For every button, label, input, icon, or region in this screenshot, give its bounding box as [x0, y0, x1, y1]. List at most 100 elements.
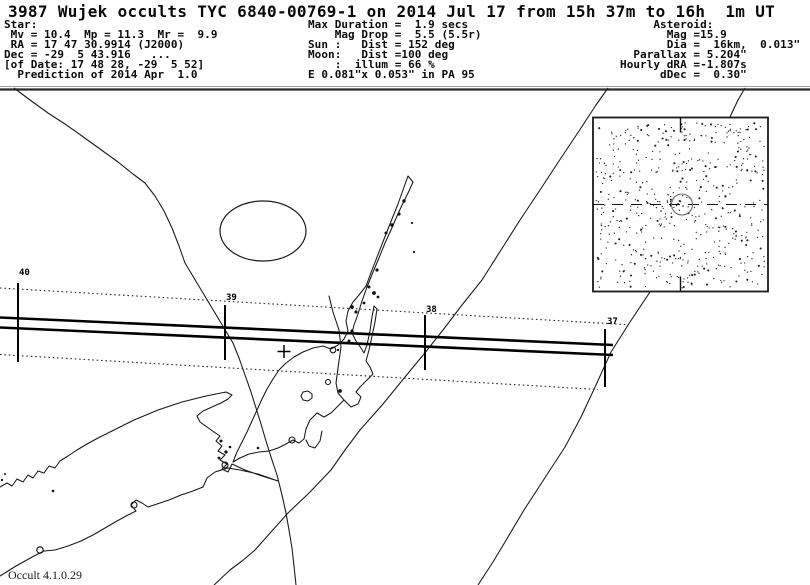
coast-se-hook	[305, 430, 323, 449]
star-dot	[714, 141, 716, 144]
star-dot	[703, 267, 706, 270]
star-dot	[675, 257, 677, 260]
star-dot	[595, 171, 597, 173]
star-dot	[693, 273, 696, 276]
star-dot	[675, 204, 678, 207]
star-dot	[719, 253, 721, 255]
star-dot	[732, 228, 734, 230]
star-dot	[638, 214, 640, 217]
star-dot	[657, 200, 659, 203]
star-dot	[661, 205, 663, 208]
star-dot	[705, 135, 707, 137]
star-dot	[670, 212, 672, 214]
star-dot	[682, 280, 684, 283]
star-dot	[714, 166, 717, 169]
star-dot	[655, 198, 657, 200]
star-dot	[748, 136, 751, 139]
star-dot	[617, 281, 619, 283]
town-circle	[221, 461, 229, 469]
map-dot	[367, 285, 371, 289]
town-circle	[329, 346, 337, 354]
star-dot	[670, 136, 672, 138]
star-dot	[717, 264, 720, 266]
target-star-dot	[679, 200, 682, 203]
star-dot	[729, 164, 731, 166]
star-dot	[678, 276, 680, 279]
limit-curve-west	[13, 87, 297, 585]
star-dot	[612, 172, 614, 174]
star-dot	[672, 129, 676, 132]
star-dot	[630, 171, 633, 174]
star-dot	[733, 233, 735, 235]
star-dot	[739, 213, 741, 215]
star-dot	[664, 213, 667, 215]
star-dot	[596, 157, 598, 160]
star-dot	[599, 232, 602, 235]
star-dot	[704, 124, 706, 127]
star-dot	[613, 155, 616, 158]
star-dot	[701, 122, 704, 126]
star-dot	[686, 188, 688, 190]
star-dot	[673, 225, 676, 227]
star-dot	[598, 162, 601, 164]
star-dot	[678, 152, 681, 154]
star-dot	[608, 193, 610, 196]
time-tick-label-37: 37	[607, 317, 618, 327]
star-dot	[600, 278, 602, 280]
star-dot	[695, 238, 697, 240]
star-dot	[742, 158, 745, 160]
star-dot	[678, 250, 680, 252]
coast-south-island-north	[0, 391, 233, 488]
star-dot	[739, 131, 741, 134]
star-dot	[735, 280, 738, 283]
star-dot	[652, 270, 655, 272]
star-dot	[735, 234, 737, 236]
star-dot	[728, 242, 730, 245]
star-dot	[708, 227, 710, 229]
star-dot	[646, 193, 648, 195]
star-dot	[754, 155, 757, 158]
star-dot	[647, 264, 649, 266]
star-dot	[720, 281, 723, 283]
star-dot	[756, 283, 759, 285]
star-dot	[608, 144, 611, 146]
star-dot	[740, 169, 742, 172]
star-dot	[745, 129, 747, 131]
star-dot	[684, 252, 686, 255]
star-dot	[690, 282, 693, 285]
star-dot	[746, 158, 749, 160]
star-dot	[659, 261, 661, 263]
star-dot	[617, 166, 619, 168]
star-dot	[646, 200, 648, 203]
star-dot	[643, 248, 645, 250]
map-dot	[362, 301, 366, 305]
star-dot	[645, 224, 647, 227]
star-dot	[740, 262, 742, 264]
star-dot	[682, 160, 685, 164]
star-dot	[667, 144, 670, 147]
star-dot	[635, 181, 638, 183]
star-dot	[645, 156, 647, 159]
map-dot	[410, 221, 414, 225]
star-dot	[735, 235, 737, 238]
star-dot	[749, 179, 752, 182]
star-dot	[669, 201, 672, 203]
star-dot	[597, 201, 600, 203]
star-dot	[737, 135, 739, 137]
star-dot	[609, 221, 612, 223]
star-dot	[646, 180, 648, 183]
uncertainty-south	[0, 353, 599, 391]
sky-ellipse	[219, 200, 307, 262]
star-dot	[651, 188, 653, 190]
star-dot	[735, 231, 737, 233]
star-dot	[753, 165, 756, 168]
star-dot	[761, 179, 764, 182]
star-dot	[615, 259, 617, 261]
star-dot	[598, 127, 601, 130]
star-dot	[707, 269, 710, 272]
star-dot	[643, 267, 646, 269]
star-dot	[754, 170, 757, 173]
star-dot	[726, 166, 728, 168]
star-dot	[740, 164, 743, 166]
